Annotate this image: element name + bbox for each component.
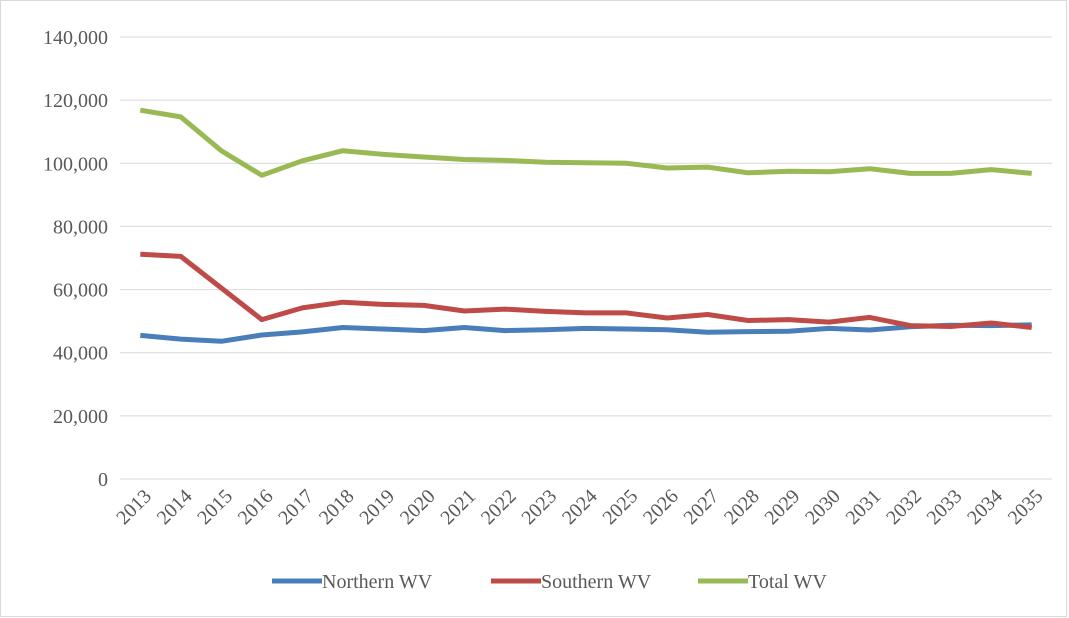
- y-tick-label: 40,000: [53, 343, 108, 365]
- series-line: [140, 251, 1032, 330]
- y-tick-label: 120,000: [43, 90, 108, 112]
- y-tick-label: 60,000: [53, 280, 108, 302]
- y-tick-label: 80,000: [53, 216, 108, 238]
- legend-label: Total WV: [748, 571, 827, 593]
- y-tick-label: 140,000: [43, 27, 108, 49]
- legend-label: Northern WV: [322, 571, 433, 593]
- y-tick-label: 20,000: [53, 406, 108, 428]
- series-line: [140, 322, 1032, 344]
- y-tick-label: 100,000: [43, 153, 108, 175]
- y-tick-label: 0: [98, 469, 108, 491]
- legend-label: Southern WV: [541, 571, 652, 593]
- series-line: [139, 107, 1032, 178]
